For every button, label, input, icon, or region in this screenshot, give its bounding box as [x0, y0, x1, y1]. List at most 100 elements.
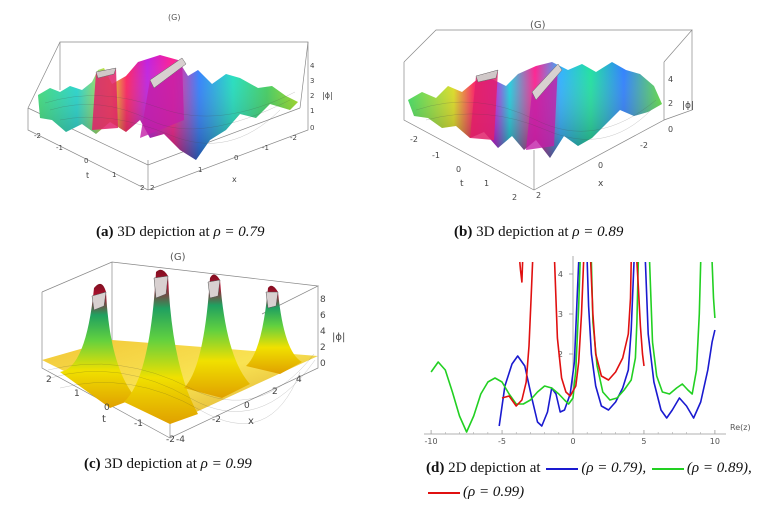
x-tick-c: -2 — [212, 415, 221, 425]
z-tick-c: 0 — [320, 359, 326, 369]
ridge-b-2 — [526, 64, 558, 150]
t-tick-a: -2 — [34, 132, 41, 140]
plot-title-b: (G) — [530, 20, 546, 31]
caption-text-a: 3D depiction at — [113, 224, 214, 240]
x-tick-a: 0 — [234, 154, 238, 162]
x-tick-a: -1 — [262, 144, 269, 152]
plot-title-a: (G) — [168, 13, 180, 22]
z-tick-b: 0 — [668, 125, 673, 134]
cap-b-1 — [475, 69, 499, 83]
peaks-c — [60, 269, 302, 424]
ridge-a-2 — [140, 58, 184, 138]
plot-3d-c: (G) 8 6 4 2 0 |ϕ| 2 1 0 -1 -2 t 4 2 0 -2… — [41, 252, 345, 445]
series-line — [498, 261, 580, 427]
legend-swatch-blue — [546, 467, 579, 470]
t-axis-label-c: t — [102, 414, 106, 425]
x-tick-b: -2 — [640, 141, 648, 150]
caption-label-b: (b) — [454, 224, 473, 240]
z-tick-c: 4 — [320, 327, 326, 337]
x-tick-label: 0 — [570, 437, 575, 446]
x-tick-b: 0 — [598, 161, 603, 170]
line-chart-d: -10 -5 0 5 10 2 3 4 Re(z) — [424, 256, 751, 446]
t-tick-c: 0 — [104, 403, 110, 413]
y-tick-label: 3 — [558, 310, 563, 319]
cap-a-1 — [95, 67, 117, 79]
t-tick-a: -1 — [56, 144, 63, 152]
caption-c: (c) 3D depiction at ρ = 0.99 — [84, 456, 252, 473]
z-tick-a: 3 — [310, 77, 314, 85]
z-tick-a: 1 — [310, 107, 314, 115]
x-tick-a: 1 — [198, 166, 202, 174]
panel-c: (G) 8 6 4 2 0 |ϕ| 2 1 0 -1 -2 t 4 2 0 -2… — [0, 248, 372, 509]
z-tick-b: 4 — [668, 75, 673, 84]
x-tick-label: 10 — [710, 437, 720, 446]
z-axis-label-c: |ϕ| — [332, 332, 345, 343]
x-axis-label-b: x — [598, 179, 604, 189]
t-tick-c: -1 — [134, 419, 143, 429]
caption-label-d: (d) — [426, 460, 445, 476]
panel-b: (G) 4 2 0 |ϕ| -2 -1 0 1 2 t 2 0 -2 x (b)… — [386, 0, 772, 250]
z-tick-b: 2 — [668, 99, 673, 108]
series-line — [711, 261, 716, 319]
bounding-box-b — [403, 29, 693, 191]
legend-rho-2: (ρ = 0.99) — [463, 484, 525, 500]
t-tick-a: 2 — [140, 184, 144, 192]
x-tick-a: -2 — [290, 134, 297, 142]
plot-3d-a: (G) 4 3 2 1 0 |ϕ| -2 -1 0 1 2 t 2 1 0 -1… — [27, 13, 333, 192]
x-axis-label-a: x — [232, 175, 237, 184]
z-tick-c: 8 — [320, 295, 326, 305]
series-line — [636, 261, 645, 367]
x-tick-label: -5 — [498, 437, 506, 446]
x-axis-label-c: x — [248, 416, 254, 427]
caption-text-d: 2D depiction at — [444, 460, 545, 476]
caption-rho-a: ρ = 0.79 — [213, 224, 265, 240]
x-tick-c: 4 — [296, 375, 302, 385]
legend-rho-1: (ρ = 0.89), — [686, 460, 752, 476]
z-axis-label-a: |ϕ| — [322, 91, 333, 100]
series-line — [644, 261, 716, 419]
z-tick-a: 2 — [310, 92, 314, 100]
t-tick-a: 1 — [112, 171, 116, 179]
series-line — [586, 261, 635, 411]
caption-a: (a) 3D depiction at ρ = 0.79 — [96, 224, 265, 241]
panel-d: -10 -5 0 5 10 2 3 4 Re(z) (d) 2D depiction at (ρ… — [386, 248, 772, 509]
x-tick-c: -4 — [176, 435, 185, 445]
x-tick-c: 2 — [272, 387, 278, 397]
caption-rho-c: ρ = 0.99 — [200, 456, 252, 472]
z-tick-a: 4 — [310, 62, 315, 70]
legend-rho-0: (ρ = 0.79), — [581, 460, 647, 476]
chart-axes: -10 -5 0 5 10 2 3 4 Re(z) — [424, 256, 751, 446]
z-tick-c: 6 — [320, 311, 326, 321]
z-axis-label-b: |ϕ| — [682, 101, 694, 111]
series-line — [519, 261, 524, 283]
series-line — [648, 261, 702, 395]
x-tick-a: 2 — [150, 184, 154, 192]
t-tick-b: -1 — [432, 151, 440, 160]
t-tick-b: 1 — [484, 179, 489, 188]
t-tick-b: -2 — [410, 135, 418, 144]
chart-series — [430, 261, 716, 433]
t-tick-b: 2 — [512, 193, 517, 202]
caption-b: (b) 3D depiction at ρ = 0.89 — [454, 224, 623, 241]
caption-text-c: 3D depiction at — [100, 456, 201, 472]
x-tick-c: 0 — [244, 401, 250, 411]
ridge-b-1 — [470, 70, 498, 140]
series-line — [553, 261, 585, 397]
caption-label-c: (c) — [84, 456, 101, 472]
z-tick-c: 2 — [320, 343, 326, 353]
caption-rho-b: ρ = 0.89 — [572, 224, 624, 240]
t-tick-a: 0 — [84, 157, 88, 165]
t-axis-label-b: t — [460, 179, 464, 189]
x-tick-b: 2 — [536, 191, 541, 200]
legend-swatch-green — [651, 467, 684, 470]
panel-a: (G) 4 3 2 1 0 |ϕ| -2 -1 0 1 2 t 2 1 0 -1… — [0, 0, 372, 250]
cap-b-2 — [531, 63, 563, 101]
y-tick-label: 2 — [558, 350, 563, 359]
x-tick-label: -10 — [425, 437, 438, 446]
series-line — [430, 261, 581, 433]
t-tick-c: 1 — [74, 389, 80, 399]
t-axis-label-a: t — [86, 171, 89, 180]
y-tick-label: 4 — [558, 270, 563, 279]
series-line — [589, 261, 632, 381]
cap-a-2 — [149, 57, 187, 89]
